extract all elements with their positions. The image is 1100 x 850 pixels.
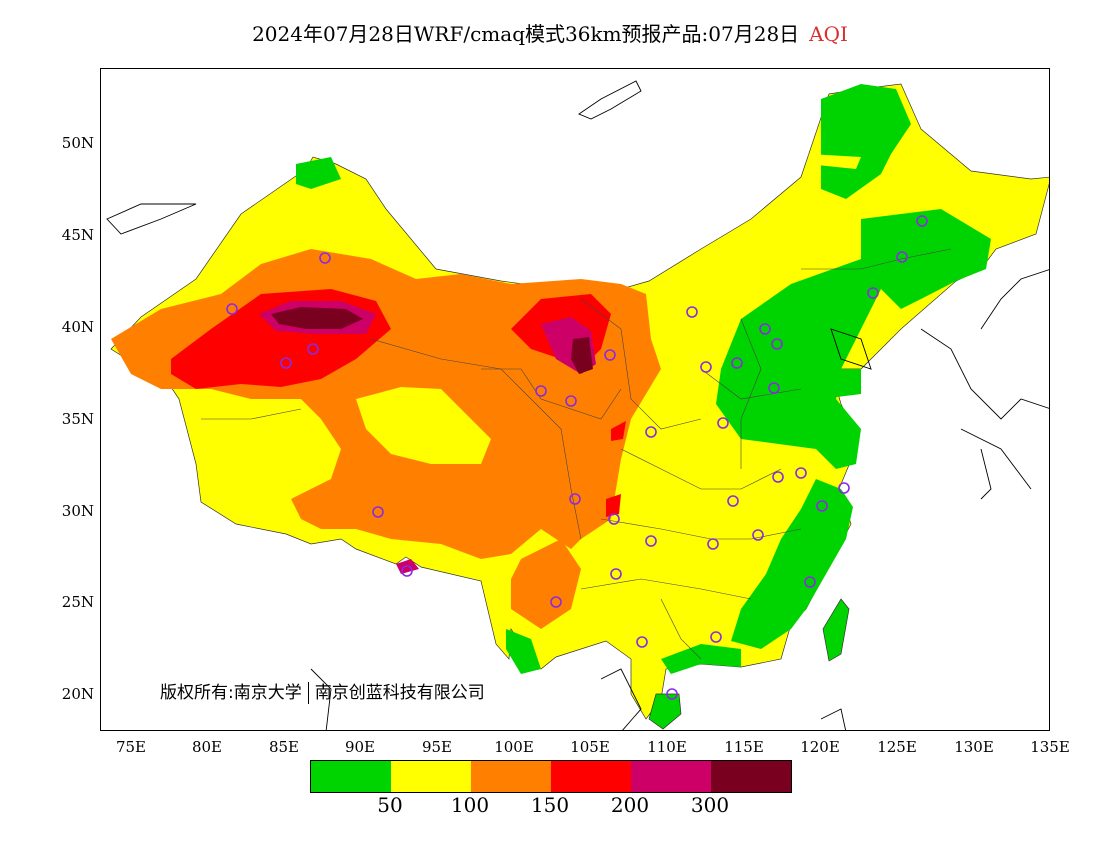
station-marker bbox=[604, 349, 616, 361]
station-markers bbox=[226, 215, 928, 700]
legend-swatch-red bbox=[551, 761, 631, 792]
copyright-text: 版权所有:南京大学 南京创蓝科技有限公司 bbox=[160, 678, 485, 704]
lon-label: 130E bbox=[954, 738, 994, 756]
lon-label: 75E bbox=[115, 738, 147, 756]
lon-label: 110E bbox=[647, 738, 687, 756]
station-marker bbox=[795, 467, 807, 479]
station-marker bbox=[645, 426, 657, 438]
station-marker bbox=[319, 252, 331, 264]
aqi-green-northeast bbox=[821, 84, 911, 199]
title-main: 2024年07月28日WRF/cmaq模式36km预报产品:07月28日 bbox=[252, 22, 800, 46]
legend-tick: 150 bbox=[530, 793, 570, 817]
aqi-yellow-tibet-inset bbox=[356, 387, 491, 464]
station-marker bbox=[816, 500, 828, 512]
coastlines bbox=[106, 80, 1049, 730]
map-frame bbox=[100, 68, 1050, 731]
lon-label: 115E bbox=[724, 738, 764, 756]
legend-tick: 50 bbox=[377, 793, 403, 817]
lat-label: 40N bbox=[61, 318, 94, 336]
station-marker bbox=[636, 636, 648, 648]
lon-label: 100E bbox=[494, 738, 534, 756]
station-marker bbox=[535, 385, 547, 397]
station-marker bbox=[666, 688, 678, 700]
aqi-maroon-tarim bbox=[271, 307, 363, 329]
station-marker bbox=[700, 361, 712, 373]
station-marker bbox=[645, 535, 657, 547]
aqi-green-taiwan bbox=[822, 598, 850, 662]
station-marker bbox=[608, 513, 620, 525]
aqi-maroon-ordos bbox=[571, 337, 593, 374]
aqi-green-heilongjiang-band bbox=[807, 154, 861, 169]
legend-tick: 300 bbox=[690, 793, 730, 817]
station-marker bbox=[372, 506, 384, 518]
station-marker bbox=[280, 357, 292, 369]
lon-label: 135E bbox=[1030, 738, 1070, 756]
station-marker bbox=[896, 251, 908, 263]
lon-label: 125E bbox=[877, 738, 917, 756]
copyright-divider bbox=[307, 682, 309, 704]
station-marker bbox=[226, 303, 238, 315]
legend-swatch-purple bbox=[631, 761, 711, 792]
aqi-legend bbox=[310, 760, 792, 793]
station-marker bbox=[401, 565, 413, 577]
station-marker bbox=[610, 568, 622, 580]
copyright-company: 南京创蓝科技有限公司 bbox=[314, 683, 485, 703]
legend-swatch-green bbox=[311, 761, 391, 792]
lon-label: 85E bbox=[268, 738, 300, 756]
lat-label: 35N bbox=[61, 410, 94, 428]
station-marker bbox=[307, 343, 319, 355]
station-marker bbox=[838, 482, 850, 494]
station-marker bbox=[550, 596, 562, 608]
copyright-owner: 版权所有:南京大学 bbox=[160, 683, 302, 703]
aqi-green-xinjiang-north bbox=[296, 157, 341, 189]
lon-label: 90E bbox=[344, 738, 376, 756]
station-marker bbox=[717, 417, 729, 429]
map-title: 2024年07月28日WRF/cmaq模式36km预报产品:07月28日 AQI bbox=[0, 18, 1100, 47]
aqi-green-hainan bbox=[648, 693, 682, 730]
aqi-green-shandong bbox=[801, 369, 861, 399]
station-marker bbox=[771, 338, 783, 350]
station-marker bbox=[731, 357, 743, 369]
lat-label: 45N bbox=[61, 226, 94, 244]
lon-label: 95E bbox=[421, 738, 453, 756]
lat-label: 25N bbox=[61, 593, 94, 611]
aqi-map bbox=[106, 80, 1049, 730]
legend-tick: 100 bbox=[450, 793, 490, 817]
station-marker bbox=[916, 215, 928, 227]
title-variable: AQI bbox=[809, 22, 848, 46]
station-marker bbox=[710, 631, 722, 643]
aqi-green-north-china bbox=[716, 259, 881, 469]
aqi-red-shaanxi-spot bbox=[611, 421, 626, 441]
aqi-green-northeast-east bbox=[861, 209, 991, 309]
station-marker bbox=[759, 323, 771, 335]
legend-swatch-yellow bbox=[391, 761, 471, 792]
lon-label: 80E bbox=[191, 738, 223, 756]
station-marker bbox=[565, 395, 577, 407]
station-marker bbox=[727, 495, 739, 507]
legend-swatch-orange bbox=[471, 761, 551, 792]
lat-label: 30N bbox=[61, 502, 94, 520]
station-marker bbox=[768, 382, 780, 394]
legend-tick: 200 bbox=[610, 793, 650, 817]
station-marker bbox=[569, 493, 581, 505]
station-marker bbox=[804, 576, 816, 588]
aqi-green-southeast-coast bbox=[731, 479, 853, 649]
lat-label: 50N bbox=[61, 134, 94, 152]
aqi-orange-yunnan bbox=[511, 539, 581, 629]
station-marker bbox=[686, 306, 698, 318]
lon-label: 120E bbox=[800, 738, 840, 756]
station-marker bbox=[867, 287, 879, 299]
legend-swatch-maroon bbox=[711, 761, 791, 792]
aqi-red-chongqing-spot bbox=[606, 494, 621, 517]
station-marker bbox=[752, 529, 764, 541]
lat-label: 20N bbox=[61, 685, 94, 703]
station-marker bbox=[772, 471, 784, 483]
aqi-green-yunnan-south bbox=[506, 629, 541, 674]
station-marker bbox=[707, 538, 719, 550]
lon-label: 105E bbox=[570, 738, 610, 756]
